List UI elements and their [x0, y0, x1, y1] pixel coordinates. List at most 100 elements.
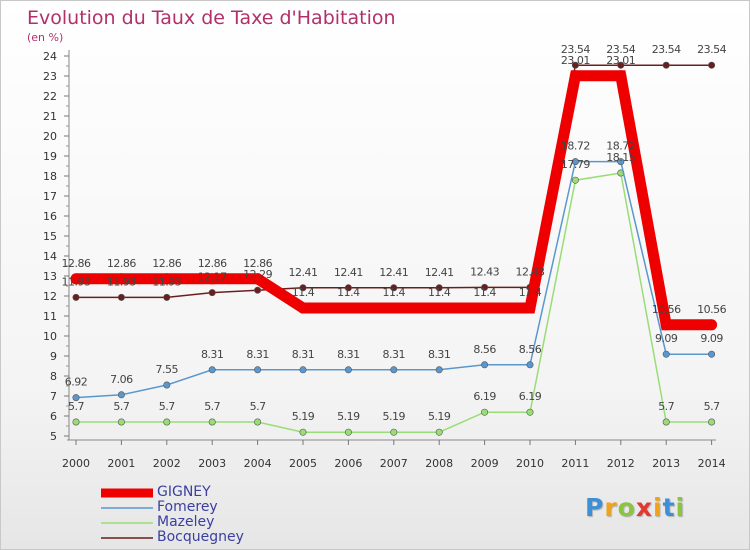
data-point — [72, 418, 80, 426]
data-label: 6.19 — [519, 390, 542, 403]
data-point — [615, 70, 627, 82]
y-tick-label: 11 — [43, 310, 57, 323]
data-label: 5.19 — [428, 410, 451, 423]
data-point — [252, 273, 264, 285]
data-point — [481, 408, 489, 416]
data-label: 23.54 — [561, 43, 590, 56]
data-label: 8.31 — [292, 348, 315, 361]
data-label: 7.06 — [110, 373, 133, 386]
data-label: 5.7 — [204, 400, 220, 413]
y-tick-label: 6 — [50, 410, 57, 423]
data-label: 23.54 — [697, 43, 726, 56]
data-point — [571, 61, 579, 69]
data-label: 12.43 — [516, 265, 545, 278]
data-point — [708, 418, 716, 426]
data-point — [344, 428, 352, 436]
y-tick-label: 13 — [43, 270, 57, 283]
y-tick-label: 15 — [43, 230, 57, 243]
y-tick-label: 8 — [50, 370, 57, 383]
data-point — [70, 273, 82, 285]
data-point — [117, 391, 125, 399]
x-tick-label: 2011 — [561, 457, 589, 470]
data-label: 11.93 — [152, 275, 181, 288]
y-tick-label: 19 — [43, 150, 57, 163]
legend-label: Fomerey — [157, 499, 218, 515]
data-label: 12.86 — [152, 257, 181, 270]
logo-letter: t — [662, 493, 676, 522]
y-tick-label: 12 — [43, 290, 57, 303]
data-label: 11.4 — [473, 286, 496, 299]
data-label: 12.86 — [243, 257, 272, 270]
x-tick-label: 2008 — [425, 457, 453, 470]
data-label: 12.86 — [107, 257, 136, 270]
data-point — [481, 361, 489, 369]
y-tick-label: 22 — [43, 90, 57, 103]
data-point — [299, 284, 307, 292]
legend-swatch — [101, 488, 153, 498]
data-point — [163, 293, 171, 301]
y-tick-label: 21 — [43, 110, 57, 123]
data-point — [571, 158, 579, 166]
data-point — [299, 428, 307, 436]
data-point — [115, 273, 127, 285]
data-point — [571, 176, 579, 184]
data-label: 8.31 — [337, 348, 360, 361]
y-tick-label: 20 — [43, 130, 57, 143]
data-point — [390, 366, 398, 374]
data-label: 5.7 — [159, 400, 175, 413]
y-tick-label: 9 — [50, 350, 57, 363]
y-tick-label: 23 — [43, 70, 57, 83]
data-label: 10.56 — [697, 303, 726, 316]
logo-letter: i — [675, 493, 686, 522]
data-point — [208, 289, 216, 297]
data-point — [662, 350, 670, 358]
data-label: 5.7 — [704, 400, 720, 413]
data-point — [117, 418, 125, 426]
data-point — [435, 284, 443, 292]
data-label: 18.72 — [561, 140, 590, 153]
y-tick-label: 10 — [43, 330, 57, 343]
data-point — [708, 61, 716, 69]
y-tick-label: 24 — [43, 50, 57, 63]
data-point — [344, 284, 352, 292]
logo-letter: x — [635, 493, 653, 522]
legend-swatch — [101, 537, 153, 539]
data-point — [660, 319, 672, 331]
data-point — [390, 284, 398, 292]
data-point — [617, 158, 625, 166]
data-label: 5.19 — [383, 410, 406, 423]
data-label: 10.56 — [652, 303, 681, 316]
legend-label: Bocquegney — [157, 529, 244, 545]
data-label: 6.19 — [473, 390, 496, 403]
x-tick-label: 2004 — [244, 457, 272, 470]
data-point — [617, 61, 625, 69]
data-point — [435, 428, 443, 436]
x-tick-label: 2012 — [607, 457, 635, 470]
x-tick-label: 2013 — [652, 457, 680, 470]
data-label: 11.4 — [292, 286, 315, 299]
data-label: 7.55 — [156, 363, 179, 376]
data-label: 9.09 — [655, 332, 678, 345]
data-label: 23.01 — [606, 54, 635, 67]
data-label: 11.4 — [383, 286, 406, 299]
data-label: 11.4 — [428, 286, 451, 299]
data-label: 8.31 — [246, 348, 269, 361]
data-point — [342, 302, 354, 314]
data-label: 5.19 — [337, 410, 360, 423]
proxiti-logo: Proxiti — [585, 493, 685, 522]
data-label: 8.31 — [428, 348, 451, 361]
data-point — [117, 293, 125, 301]
data-point — [524, 302, 536, 314]
legend-swatch — [101, 507, 153, 509]
data-point — [344, 366, 352, 374]
data-point — [299, 366, 307, 374]
data-point — [208, 418, 216, 426]
x-tick-label: 2007 — [380, 457, 408, 470]
data-label: 9.09 — [700, 332, 723, 345]
data-point — [208, 366, 216, 374]
data-label: 8.56 — [519, 343, 542, 356]
data-label: 11.4 — [519, 286, 542, 299]
data-label: 12.41 — [425, 266, 454, 279]
x-tick-label: 2014 — [698, 457, 726, 470]
